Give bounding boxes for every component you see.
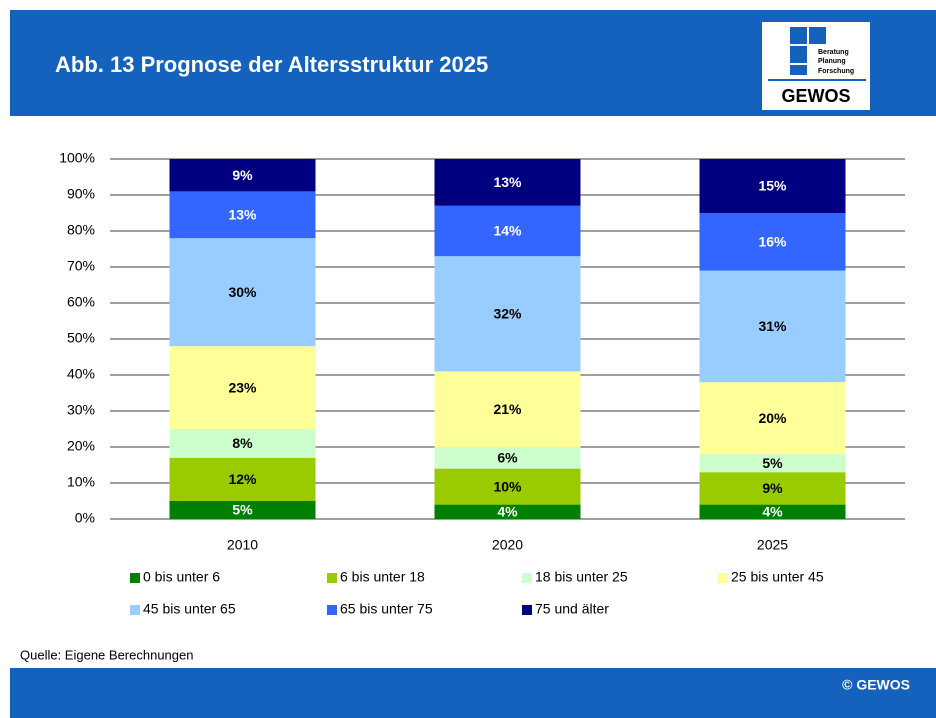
data-label: 8%: [232, 435, 253, 451]
legend-swatch: [718, 573, 728, 583]
x-tick-label: 2010: [227, 537, 258, 553]
bar-segment: [434, 256, 581, 372]
data-label: 31%: [758, 318, 787, 334]
y-tick-label: 40%: [67, 366, 95, 382]
data-label: 14%: [493, 223, 522, 239]
logo-square: [790, 65, 807, 75]
legend-swatch: [522, 605, 532, 615]
legend-label: 65 bis unter 75: [340, 601, 433, 617]
bar-segment: [169, 191, 316, 239]
bar-segment: [169, 429, 316, 458]
y-tick-label: 50%: [67, 330, 95, 346]
bar-segment: [434, 504, 581, 519]
legend-label: 18 bis unter 25: [535, 569, 628, 585]
bar-segment: [434, 468, 581, 505]
legend-label: 25 bis unter 45: [731, 569, 824, 585]
data-label: 4%: [497, 504, 518, 520]
plot: 0% 10% 20% 30% 40% 50% 60% 70% 80% 90% 100% 2010 5% 1…: [59, 150, 905, 617]
logo-square: [809, 27, 826, 44]
bar-segment: [699, 504, 846, 519]
legend-swatch: [522, 573, 532, 583]
bar-segment: [434, 371, 581, 447]
bar-segment: [169, 159, 316, 192]
y-tick-label: 10%: [67, 474, 95, 490]
data-label: 10%: [493, 478, 522, 494]
slide-title: Abb. 13 Prognose der Altersstruktur 2025: [55, 52, 488, 77]
bar-segment: [169, 238, 316, 347]
bar-segment: [699, 472, 846, 505]
data-label: 5%: [232, 502, 253, 518]
data-label: 6%: [497, 450, 518, 466]
logo-square: [790, 46, 807, 63]
bar-segment: [169, 501, 316, 519]
legend-swatch: [130, 573, 140, 583]
data-label: 13%: [493, 174, 522, 190]
y-tick-label: 20%: [67, 438, 95, 454]
source-note: Quelle: Eigene Berechnungen: [20, 647, 193, 662]
bar-segment: [699, 213, 846, 271]
data-label: 9%: [232, 167, 253, 183]
legend-label: 75 und älter: [535, 601, 609, 617]
logo-text: Beratung: [818, 49, 849, 56]
bar-segment: [169, 346, 316, 429]
data-label: 32%: [493, 306, 522, 322]
data-label: 9%: [762, 480, 783, 496]
bar-segment: [699, 270, 846, 383]
legend-label: 0 bis unter 6: [143, 569, 220, 585]
bar-segment: [434, 447, 581, 469]
logo-square: [790, 27, 807, 44]
data-label: 16%: [758, 234, 787, 250]
logo-text: Planung: [818, 58, 846, 65]
x-tick-label: 2025: [757, 537, 788, 553]
legend-swatch: [130, 605, 140, 615]
bar-segment: [169, 457, 316, 501]
y-tick-label: 70%: [67, 258, 95, 274]
y-tick-label: 0%: [75, 510, 95, 526]
bar-segment: [434, 159, 581, 206]
data-label: 30%: [228, 284, 257, 300]
y-tick-label: 100%: [59, 150, 95, 166]
data-label: 13%: [228, 207, 257, 223]
logo-name: GEWOS: [781, 86, 850, 106]
y-tick-label: 60%: [67, 294, 95, 310]
legend-label: 45 bis unter 65: [143, 601, 236, 617]
data-label: 23%: [228, 379, 257, 395]
footer-band: [10, 668, 936, 718]
y-tick-label: 80%: [67, 222, 95, 238]
data-label: 4%: [762, 504, 783, 520]
legend-label: 6 bis unter 18: [340, 569, 425, 585]
copyright: © GEWOS: [842, 677, 910, 693]
x-tick-label: 2020: [492, 537, 523, 553]
y-tick-label: 90%: [67, 186, 95, 202]
data-label: 15%: [758, 178, 787, 194]
data-label: 12%: [228, 471, 257, 487]
legend-swatch: [327, 573, 337, 583]
legend-swatch: [327, 605, 337, 615]
bar-segment: [699, 382, 846, 455]
data-label: 20%: [758, 410, 787, 426]
data-label: 21%: [493, 401, 522, 417]
data-label: 5%: [762, 455, 783, 471]
bar-segment: [699, 454, 846, 473]
y-tick-label: 30%: [67, 402, 95, 418]
logo-text: Forschung: [818, 68, 854, 75]
bar-segment: [699, 159, 846, 213]
bar-segment: [434, 205, 581, 257]
